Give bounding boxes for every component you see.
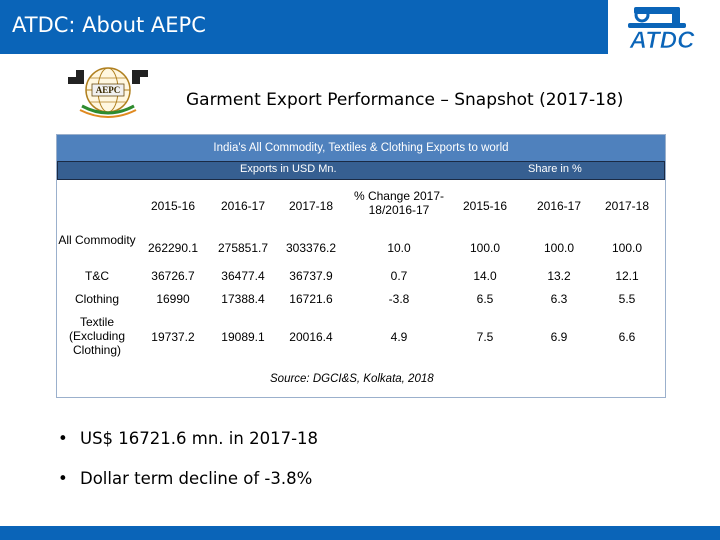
row-label: T&C <box>85 269 109 283</box>
slide-title: Garment Export Performance – Snapshot (2… <box>186 90 624 110</box>
exports-table: India's All Commodity, Textiles & Clothi… <box>56 134 666 398</box>
aepc-logo-text: AEPC <box>96 85 121 95</box>
table-cell: 36477.4 <box>221 269 265 283</box>
table-cell: 13.2 <box>547 269 571 283</box>
table-cell: 17388.4 <box>221 292 265 306</box>
aepc-logo: AEPC <box>68 67 148 118</box>
table-cell: 4.9 <box>390 330 408 344</box>
bullet-item: • Dollar term decline of -3.8% <box>58 469 312 488</box>
table-cell: 7.5 <box>476 330 494 344</box>
table-cell: 5.5 <box>618 292 636 306</box>
table-cell: 0.7 <box>390 269 408 283</box>
col-header: 2015-16 <box>462 199 508 213</box>
footer-bar <box>0 526 720 540</box>
table-cell: 19737.2 <box>151 330 195 344</box>
header-bar: ATDC: About AEPC <box>0 0 608 54</box>
sewing-machine-icon <box>628 7 686 28</box>
col-header: % Change 2017-18/2016-17 <box>353 189 445 217</box>
page-title: ATDC: About AEPC <box>12 13 206 37</box>
table-cell: 16990 <box>156 292 190 306</box>
bullet-icon: • <box>58 429 68 448</box>
table-cell: 100.0 <box>611 241 643 255</box>
row-label: Clothing <box>74 292 120 306</box>
table-cell: 6.9 <box>550 330 568 344</box>
table-cell: 12.1 <box>615 269 639 283</box>
table-cell: 36737.9 <box>289 269 333 283</box>
bullet-text: US$ 16721.6 mn. in 2017-18 <box>80 429 319 448</box>
col-header: 2017-18 <box>604 199 650 213</box>
table-cell: 36726.7 <box>151 269 195 283</box>
table-cell: 10.0 <box>387 241 411 255</box>
row-label: Textile (Excluding Clothing) <box>68 315 126 357</box>
table-cell: 6.6 <box>618 330 636 344</box>
row-label: All Commodity <box>58 233 136 247</box>
group-share-label: Share in % <box>528 163 582 175</box>
table-cell: 20016.4 <box>289 330 333 344</box>
col-header: 2016-17 <box>536 199 582 213</box>
table-cell: 262290.1 <box>147 241 199 255</box>
table-cell: 303376.2 <box>285 241 337 255</box>
table-cell: -3.8 <box>388 292 410 306</box>
bullet-text: Dollar term decline of -3.8% <box>80 469 313 488</box>
table-cell: 6.3 <box>550 292 568 306</box>
atdc-logo-text: ATDC <box>629 27 696 52</box>
group-usd-label: Exports in USD Mn. <box>240 163 337 175</box>
table-cell: 19089.1 <box>221 330 265 344</box>
table-cell: 6.5 <box>476 292 494 306</box>
table-cell: 100.0 <box>469 241 501 255</box>
col-header: 2015-16 <box>150 199 196 213</box>
bullet-item: • US$ 16721.6 mn. in 2017-18 <box>58 429 318 448</box>
flag-icon <box>68 70 148 84</box>
table-banner: India's All Commodity, Textiles & Clothi… <box>57 135 665 161</box>
bullet-icon: • <box>58 469 68 488</box>
table-cell: 275851.7 <box>217 241 269 255</box>
table-cell: 100.0 <box>543 241 575 255</box>
table-cell: 16721.6 <box>289 292 333 306</box>
col-header: 2017-18 <box>288 199 334 213</box>
table-cell: 14.0 <box>473 269 497 283</box>
col-header: 2016-17 <box>220 199 266 213</box>
table-group-header: Exports in USD Mn. Share in % <box>57 161 665 180</box>
table-source: Source: DGCI&S, Kolkata, 2018 <box>270 373 434 385</box>
atdc-logo: ATDC <box>628 7 696 52</box>
